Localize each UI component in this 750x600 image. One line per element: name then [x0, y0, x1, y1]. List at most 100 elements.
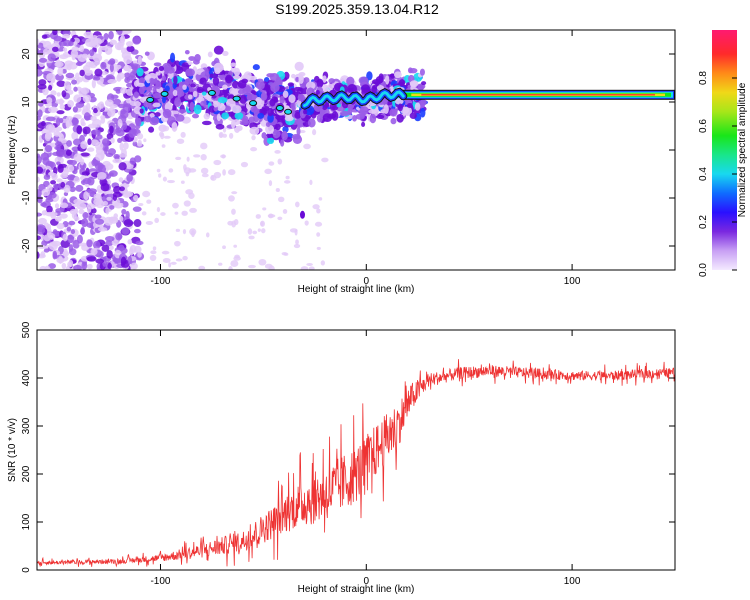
spectrogram-cell: [90, 248, 98, 256]
spectrogram-cell: [52, 46, 59, 52]
spectrogram-cell: [137, 142, 143, 147]
spectrogram-cell: [282, 130, 288, 138]
snr-frame: [36, 329, 676, 571]
spectrogram-cell: [161, 250, 170, 255]
spectrogram-cell: [87, 138, 92, 146]
spectrogram-cell: [231, 208, 236, 215]
spectrogram-cell: [71, 211, 77, 219]
snr-y-tick-label: 100: [21, 513, 32, 530]
spectrogram-cell: [133, 219, 142, 228]
spectrogram-cell: [295, 239, 299, 245]
spectrogram-cell: [73, 94, 82, 103]
spectrogram-cell: [54, 73, 64, 81]
spectrogram-cell: [44, 131, 53, 140]
spectrogram-cell: [261, 228, 266, 234]
spectrogram-cell: [186, 156, 190, 162]
spectrogram-cell: [312, 204, 320, 210]
spectrogram-cell: [175, 228, 181, 232]
spectrogram-x-label: Height of straight line (km): [298, 284, 415, 295]
spectrogram-cell: [201, 173, 209, 178]
spectrogram-cell: [261, 105, 270, 112]
spectrogram-cell: [66, 84, 72, 92]
spectrogram-cell: [269, 98, 276, 107]
spectrogram-cell: [106, 249, 113, 259]
spectrogram-y-tick-label: -20: [21, 238, 32, 253]
spectrogram-cell: [275, 188, 280, 192]
colorbar-tick-label: 0.2: [698, 215, 709, 229]
spectrogram-cell: [371, 86, 377, 94]
spectrogram-cell: [62, 251, 70, 257]
spectrogram-cell: [52, 229, 58, 235]
spectrogram-cell: [242, 85, 251, 96]
spectrogram-cell: [262, 207, 267, 211]
spectrogram-cell: [91, 79, 96, 89]
spectrogram-cell: [93, 61, 101, 66]
spectrogram-cell: [82, 94, 92, 103]
spectrogram-cell: [75, 61, 83, 67]
spectrogram-cell: [80, 87, 90, 95]
spectrogram-cell: [352, 115, 357, 122]
spectrogram-cell: [100, 183, 110, 192]
spectrogram-cell: [85, 38, 95, 48]
spectrogram-cell: [83, 31, 94, 37]
spectrogram-cell: [250, 146, 258, 152]
spectrogram-cell: [155, 71, 161, 76]
spectrogram-cell: [216, 113, 221, 122]
spectrogram-cell: [406, 103, 413, 109]
spectrogram-cell: [213, 159, 222, 166]
spectrogram-cell: [82, 212, 89, 219]
spectrogram-cell: [77, 76, 83, 83]
spectrogram-x-tick-label: -100: [150, 276, 170, 287]
spectrogram-cell: [86, 206, 92, 213]
spectrogram-cell: [248, 264, 256, 269]
spectrogram-cell: [37, 83, 47, 90]
spectrogram-cell: [384, 75, 390, 85]
spectrogram-cell: [366, 71, 373, 81]
spectrogram-cell: [45, 197, 54, 203]
spectrogram-cell: [134, 228, 141, 234]
spectrogram-cell: [120, 87, 128, 94]
spectrogram-cell: [420, 107, 426, 118]
spectrogram-cell: [98, 47, 103, 56]
spectrogram-cell: [121, 208, 127, 215]
spectrogram-cell: [149, 116, 160, 126]
snr-y-tick-label: 400: [21, 369, 32, 386]
spectrogram-cell: [87, 176, 95, 186]
spectrogram-cell: [37, 69, 43, 77]
spectrogram-cell: [208, 73, 219, 79]
spectrogram-cell: [172, 89, 178, 97]
spectrogram-cell: [59, 213, 68, 219]
spectrogram-cell: [43, 234, 51, 242]
spectrogram-cell: [59, 54, 69, 60]
spectrogram-cell: [309, 179, 313, 186]
spectrogram-cell: [336, 103, 342, 108]
spectrogram-cell: [171, 121, 178, 132]
spectrogram-cell: [86, 188, 97, 194]
spectrogram-cell: [367, 109, 378, 114]
spectrogram-cell: [139, 108, 144, 114]
spectrogram-cell: [283, 71, 290, 80]
ridge-blob: [285, 109, 292, 114]
spectrogram-cell: [182, 228, 187, 235]
spectrogram-cell: [107, 79, 117, 84]
spectrogram-cell: [110, 137, 115, 144]
spectrogram-cell: [126, 174, 133, 182]
spectrogram-cell: [222, 126, 227, 133]
spectrogram-cell: [242, 115, 249, 121]
spectrogram-cell: [59, 98, 64, 106]
spectrogram-cell: [193, 104, 202, 115]
spectrogram-cell: [83, 191, 89, 201]
spectrogram-cell: [247, 228, 253, 235]
spectrogram-cell: [167, 179, 175, 184]
spectrogram-cell: [183, 200, 191, 207]
spectrogram-cell: [37, 217, 47, 225]
spectrogram-cell: [37, 235, 41, 241]
spectrogram-cell: [189, 207, 197, 213]
spectrogram-cell: [55, 148, 66, 158]
spectrogram-cell: [79, 134, 85, 143]
spectrogram-cell: [294, 112, 302, 119]
spectrogram-cell: [37, 38, 40, 46]
spectrogram-cell: [154, 112, 161, 117]
spectrogram-cell: [62, 33, 70, 39]
